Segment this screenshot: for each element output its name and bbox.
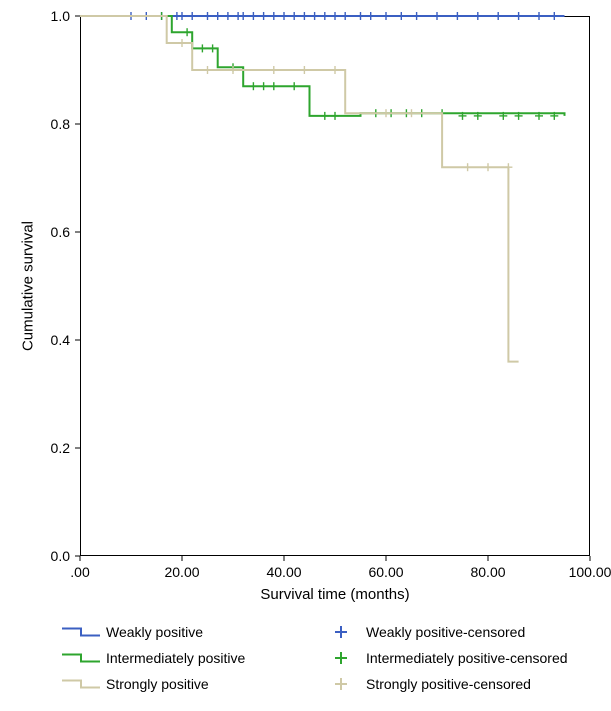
- legend-censor-icon: [320, 625, 362, 639]
- series-line-2: [80, 16, 519, 362]
- legend-label: Weakly positive-censored: [366, 624, 525, 640]
- legend-censor-icon: [320, 677, 362, 691]
- legend-item: Weakly positive: [60, 622, 203, 642]
- plot-area: [80, 16, 590, 556]
- legend-line-icon: [60, 625, 102, 639]
- x-tick-label: 40.00: [266, 564, 301, 580]
- series-line-1: [80, 16, 565, 116]
- y-tick-label: 0.0: [51, 548, 70, 564]
- legend-label: Intermediately positive-censored: [366, 650, 568, 666]
- legend-label: Weakly positive: [106, 624, 203, 640]
- legend-item: Intermediately positive: [60, 648, 245, 668]
- x-tick-label: 20.00: [164, 564, 199, 580]
- y-axis-label: Cumulative survival: [20, 221, 37, 351]
- legend-label: Intermediately positive: [106, 650, 245, 666]
- y-tick-label: 0.2: [51, 440, 70, 456]
- legend-label: Strongly positive-censored: [366, 676, 531, 692]
- legend-item: Strongly positive-censored: [320, 674, 531, 694]
- x-tick-label: 80.00: [470, 564, 505, 580]
- legend-line-icon: [60, 677, 102, 691]
- legend-item: Weakly positive-censored: [320, 622, 525, 642]
- legend-item: Intermediately positive-censored: [320, 648, 568, 668]
- x-tick-label: 100.00: [569, 564, 611, 580]
- y-tick-label: 0.4: [51, 332, 70, 348]
- legend-item: Strongly positive: [60, 674, 209, 694]
- x-tick-label: .00: [70, 564, 89, 580]
- chart-svg: [80, 16, 590, 556]
- legend-line-icon: [60, 651, 102, 665]
- y-tick-label: 1.0: [51, 8, 70, 24]
- legend-censor-icon: [320, 651, 362, 665]
- y-tick-label: 0.8: [51, 116, 70, 132]
- y-tick-label: 0.6: [51, 224, 70, 240]
- km-figure: Cumulative survival Survival time (month…: [0, 0, 611, 711]
- legend-label: Strongly positive: [106, 676, 209, 692]
- x-tick-label: 60.00: [368, 564, 403, 580]
- x-axis-label: Survival time (months): [260, 586, 409, 603]
